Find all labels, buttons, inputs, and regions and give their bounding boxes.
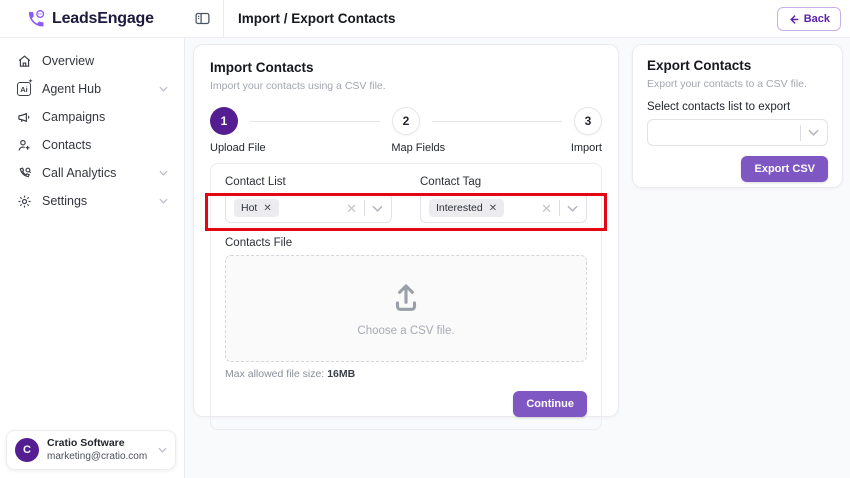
max-file-size-note: Max allowed file size: 16MB	[225, 368, 356, 380]
step-1-label: Upload File	[210, 142, 266, 154]
user-plus-icon	[16, 137, 32, 153]
sidebar-item-overview[interactable]: Overview	[0, 47, 184, 75]
contact-list-label: Contact List	[225, 176, 286, 188]
agent-hub-icon: Ai ✦	[16, 79, 33, 97]
step-2-label: Map Fields	[391, 142, 446, 154]
select-divider	[559, 200, 560, 216]
sidebar-item-label: Contacts	[42, 138, 92, 152]
contact-tag-field: Contact Tag Interested ✕ ✕	[420, 176, 587, 223]
selected-chip: Interested ✕	[429, 199, 505, 217]
import-stepper: 1 2 3 Upload File Map Fields Import	[210, 107, 602, 154]
selected-chip: Hot ✕	[234, 199, 279, 217]
import-contacts-card: Import Contacts Import your contacts usi…	[193, 44, 619, 430]
sidebar-item-contacts[interactable]: Contacts	[0, 131, 184, 159]
chip-remove-icon[interactable]: ✕	[488, 202, 498, 214]
sidebar-item-call-analytics[interactable]: Call Analytics	[0, 159, 184, 187]
sidebar-item-settings[interactable]: Settings	[0, 187, 184, 215]
contact-tag-label: Contact Tag	[420, 176, 482, 188]
sidebar-toggle-icon[interactable]	[191, 8, 213, 30]
chip-label: Interested	[436, 202, 483, 214]
dropzone-placeholder: Choose a CSV file.	[357, 324, 455, 337]
arrow-left-icon	[789, 14, 798, 24]
contact-tag-select[interactable]: Interested ✕ ✕	[420, 193, 587, 223]
profile-name: Cratio Software	[47, 437, 125, 450]
sidebar-item-label: Overview	[42, 54, 95, 68]
chevron-down-icon[interactable]	[567, 205, 578, 212]
continue-button[interactable]: Continue	[513, 391, 587, 417]
export-csv-button[interactable]: Export CSV	[741, 156, 828, 182]
chevron-down-icon	[159, 170, 168, 176]
chevron-down-icon	[158, 447, 167, 453]
back-button[interactable]: Back	[776, 7, 841, 31]
step-connector	[250, 120, 380, 122]
step-connector	[432, 120, 562, 122]
brand-name: LeadsEngage	[52, 9, 154, 27]
step-2-circle: 2	[392, 107, 420, 135]
csv-dropzone[interactable]: Choose a CSV file.	[225, 255, 587, 362]
contact-list-field: Contact List Hot ✕ ✕	[225, 176, 392, 223]
sidebar: Overview Ai ✦ Agent Hub Campaign	[0, 38, 185, 478]
export-list-select[interactable]	[647, 119, 828, 146]
contact-list-select[interactable]: Hot ✕ ✕	[225, 193, 392, 223]
sidebar-nav: Overview Ai ✦ Agent Hub Campaign	[0, 38, 184, 215]
sidebar-item-label: Agent Hub	[42, 82, 102, 96]
contacts-file-label: Contacts File	[225, 237, 293, 249]
back-button-label: Back	[803, 13, 830, 25]
step-1-circle: 1	[210, 107, 238, 135]
sidebar-item-agent-hub[interactable]: Ai ✦ Agent Hub	[0, 75, 184, 103]
phone-logo-icon	[26, 9, 46, 29]
profile-email: marketing@cratio.com	[47, 450, 148, 462]
home-icon	[16, 53, 32, 69]
megaphone-icon	[16, 109, 32, 125]
chevron-down-icon	[159, 198, 168, 204]
avatar: C	[15, 438, 39, 463]
sidebar-item-campaigns[interactable]: Campaigns	[0, 103, 184, 131]
export-select-label: Select contacts list to export	[647, 101, 791, 113]
profile-card[interactable]: C Cratio Software marketing@cratio.com	[6, 430, 176, 470]
step-3-circle: 3	[574, 107, 602, 135]
brand-logo: LeadsEngage	[0, 9, 185, 29]
export-card-subtitle: Export your contacts to a CSV file.	[647, 78, 807, 90]
chevron-down-icon	[159, 86, 168, 92]
chip-label: Hot	[241, 202, 258, 214]
select-divider	[800, 124, 801, 141]
gear-icon	[16, 193, 32, 209]
header-divider	[223, 0, 224, 38]
import-card-title: Import Contacts	[210, 60, 314, 75]
sidebar-item-label: Settings	[42, 194, 88, 208]
export-card-title: Export Contacts	[647, 58, 752, 73]
clear-icon[interactable]: ✕	[541, 200, 552, 216]
max-file-size-value: 16MB	[327, 368, 356, 380]
export-contacts-card: Export Contacts Export your contacts to …	[632, 44, 843, 188]
top-bar: LeadsEngage Import / Export Contacts Bac…	[0, 0, 850, 38]
upload-icon	[389, 281, 423, 315]
main-content: Import Contacts Import your contacts usi…	[185, 38, 850, 478]
sidebar-item-label: Campaigns	[42, 110, 106, 124]
select-divider	[364, 200, 365, 216]
page-title: Import / Export Contacts	[238, 11, 396, 26]
import-card-subtitle: Import your contacts using a CSV file.	[210, 80, 386, 92]
step-3-label: Import	[570, 142, 602, 154]
chevron-down-icon[interactable]	[808, 129, 819, 136]
chevron-down-icon[interactable]	[372, 205, 383, 212]
chip-remove-icon[interactable]: ✕	[263, 202, 272, 214]
upload-step-panel: Contact List Hot ✕ ✕	[205, 163, 607, 430]
call-analytics-icon	[16, 165, 32, 181]
sidebar-item-label: Call Analytics	[42, 166, 117, 180]
clear-icon[interactable]: ✕	[346, 200, 357, 216]
